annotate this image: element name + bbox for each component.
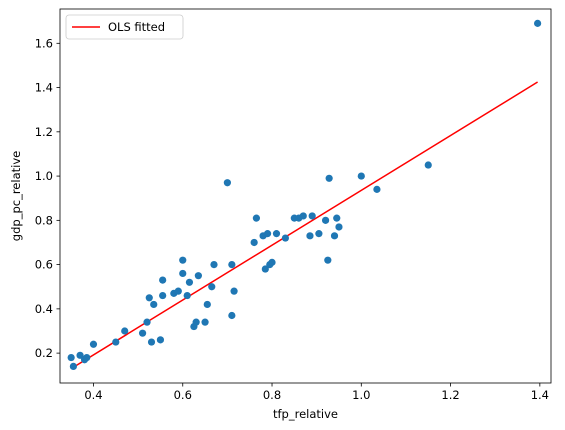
data-point [121, 327, 129, 335]
data-point [150, 300, 158, 309]
x-tick-label: 1.4 [531, 388, 549, 402]
data-point [89, 340, 98, 348]
data-point [261, 265, 269, 273]
data-point [143, 318, 151, 326]
y-tick-label: 1.4 [35, 81, 53, 95]
x-tick-label: 0.6 [174, 388, 192, 402]
y-axis-ticks: 0.2 0.4 0.6 0.8 1.0 1.2 1.4 1.6 [35, 36, 60, 360]
x-axis-ticks: 0.4 0.6 0.8 1.0 1.2 1.4 [84, 383, 549, 402]
data-point [373, 185, 381, 193]
data-point [330, 232, 339, 240]
data-point [325, 174, 333, 182]
data-point [299, 212, 307, 220]
y-tick-label: 0.4 [35, 302, 53, 316]
data-point [194, 272, 202, 280]
data-point [76, 351, 84, 359]
y-axis-label: gdp_pc_relative [9, 151, 23, 241]
legend: OLS fitted [65, 14, 184, 40]
x-tick-label: 1.0 [352, 388, 370, 402]
data-point [333, 214, 341, 222]
data-point [179, 269, 187, 278]
y-tick-label: 1.0 [35, 169, 53, 183]
data-point [156, 336, 165, 344]
y-tick-label: 0.2 [35, 346, 53, 360]
data-point [185, 278, 194, 286]
data-point [335, 223, 343, 231]
data-point [252, 214, 260, 222]
data-point [272, 230, 281, 238]
data-point [183, 291, 191, 300]
data-point [534, 19, 542, 27]
data-point [263, 230, 272, 238]
data-point [228, 261, 236, 269]
data-point [324, 256, 332, 264]
x-axis-label: tfp_relative [273, 407, 338, 421]
data-point [208, 283, 216, 291]
data-point [174, 287, 182, 295]
y-tick-label: 0.8 [35, 213, 53, 227]
data-point [315, 230, 323, 238]
data-point [192, 318, 200, 326]
x-tick-label: 0.4 [84, 388, 102, 402]
data-point [147, 338, 156, 346]
data-point [223, 179, 231, 187]
data-point [69, 362, 77, 371]
data-point [83, 353, 91, 362]
data-point [308, 212, 316, 220]
data-point [201, 318, 209, 326]
data-point [306, 232, 314, 240]
data-point [250, 238, 258, 247]
data-point [228, 311, 236, 320]
data-point [159, 291, 167, 300]
x-tick-label: 0.8 [263, 388, 281, 402]
fit-line-layer [70, 81, 539, 370]
data-point [210, 261, 218, 269]
ols-fitted-line [70, 81, 539, 370]
legend-box [65, 14, 184, 40]
plot-frame [59, 8, 552, 384]
data-point [145, 294, 153, 302]
data-point [179, 256, 187, 264]
data-point [203, 300, 211, 309]
data-point [67, 353, 75, 362]
data-point [268, 258, 276, 266]
y-tick-label: 0.6 [35, 258, 53, 272]
y-tick-label: 1.6 [35, 36, 53, 50]
data-point [357, 172, 365, 180]
scatter-points [67, 19, 542, 371]
data-point [112, 338, 120, 346]
data-point [230, 287, 238, 295]
data-point [159, 276, 167, 284]
data-point [138, 329, 147, 337]
legend-entry-ols-fitted: OLS fitted [108, 20, 165, 34]
data-point [281, 234, 290, 242]
data-point [321, 216, 330, 224]
data-point [424, 161, 432, 169]
y-tick-label: 1.2 [35, 125, 53, 139]
x-tick-label: 1.2 [441, 388, 459, 402]
